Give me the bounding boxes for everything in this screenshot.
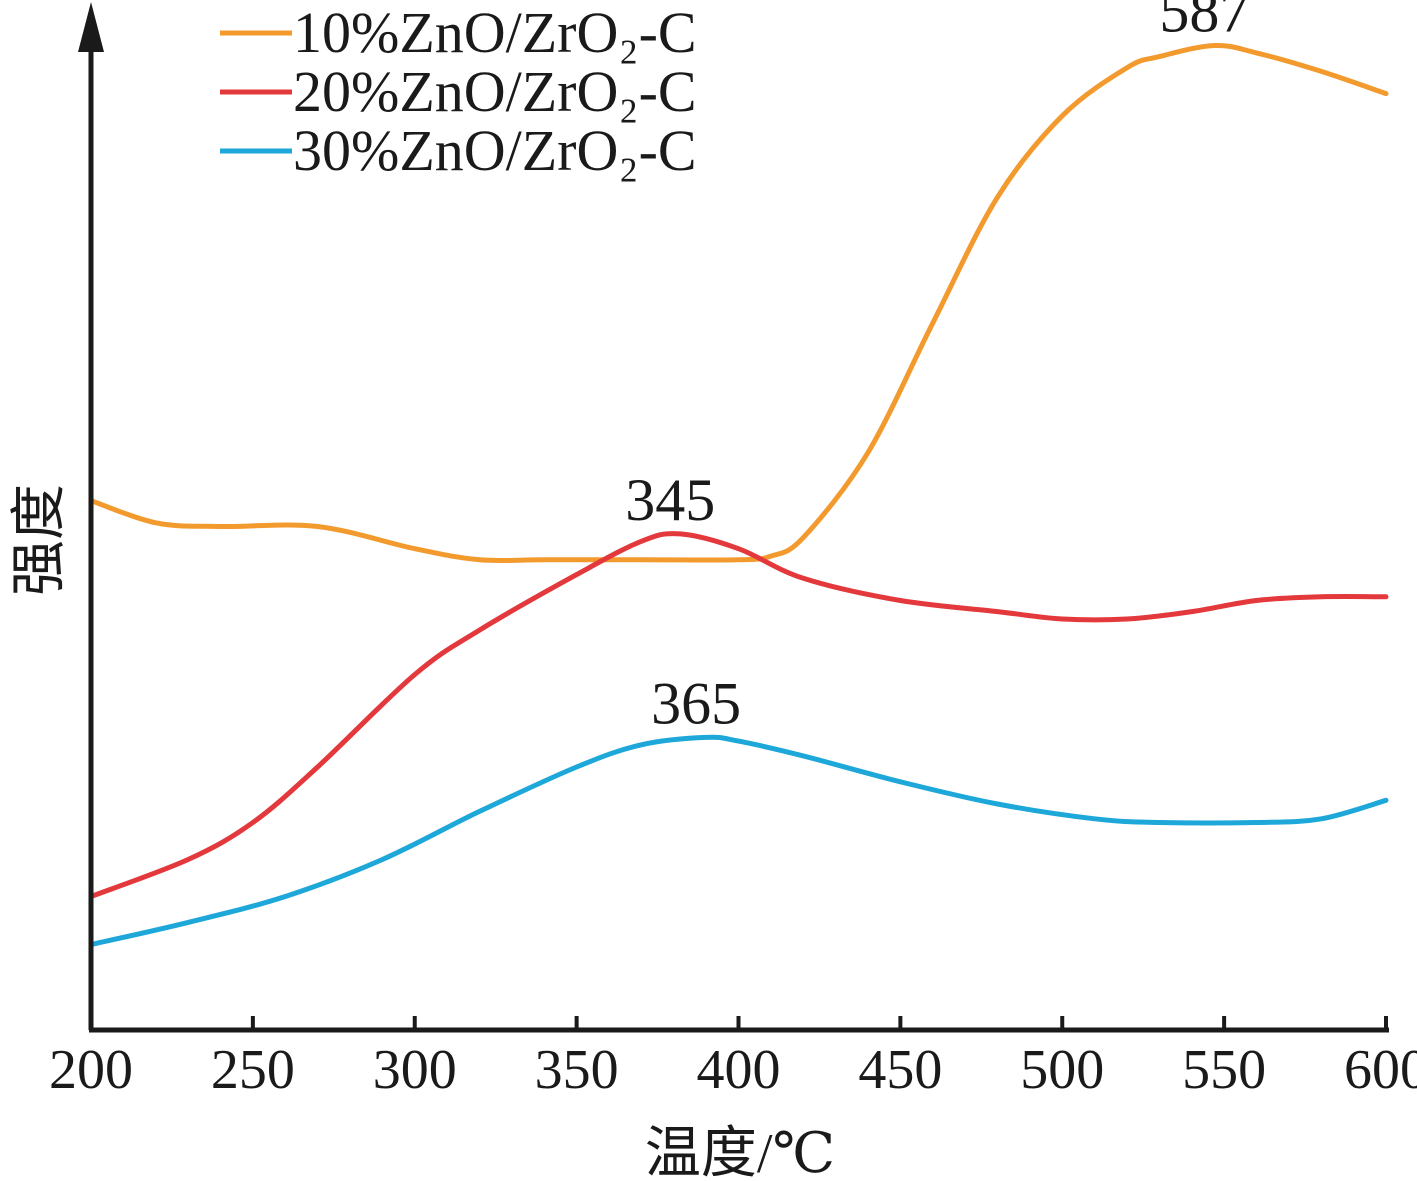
peak-annotations: 587 345 365 <box>625 0 1249 736</box>
x-ticks: 200 250 300 350 400 450 500 550 600 <box>49 1016 1417 1101</box>
y-axis-title: 强度 <box>9 484 71 596</box>
legend-label: 20%ZnO/ZrO₂-C <box>293 59 697 124</box>
y-axis-arrow-icon <box>78 2 104 52</box>
legend: 10%ZnO/ZrO₂-C20%ZnO/ZrO₂-C30%ZnO/ZrO₂-C <box>220 0 697 183</box>
legend-label: 10%ZnO/ZrO₂-C <box>293 0 697 65</box>
series-layer <box>88 42 1389 948</box>
series-line-1 <box>88 42 1389 564</box>
x-tick-label: 600 <box>1344 1039 1417 1101</box>
x-tick-label: 550 <box>1182 1039 1266 1101</box>
x-tick-label: 400 <box>697 1039 781 1101</box>
legend-item: 30%ZnO/ZrO₂-C <box>220 118 697 183</box>
x-tick-label: 500 <box>1020 1039 1104 1101</box>
peak-label: 345 <box>625 467 715 533</box>
x-axis-title: 温度/℃ <box>645 1123 835 1181</box>
x-tick-label: 450 <box>858 1039 942 1101</box>
legend-label: 30%ZnO/ZrO₂-C <box>293 118 697 183</box>
x-tick-label: 200 <box>49 1039 133 1101</box>
peak-label: 365 <box>651 670 741 736</box>
legend-item: 10%ZnO/ZrO₂-C <box>220 0 697 65</box>
peak-label: 587 <box>1159 0 1249 45</box>
x-tick-label: 350 <box>535 1039 619 1101</box>
series-line-3 <box>88 734 1389 948</box>
legend-item: 20%ZnO/ZrO₂-C <box>220 59 697 124</box>
x-tick-label: 250 <box>211 1039 295 1101</box>
series-line-2 <box>88 531 1389 899</box>
x-tick-label: 300 <box>373 1039 457 1101</box>
